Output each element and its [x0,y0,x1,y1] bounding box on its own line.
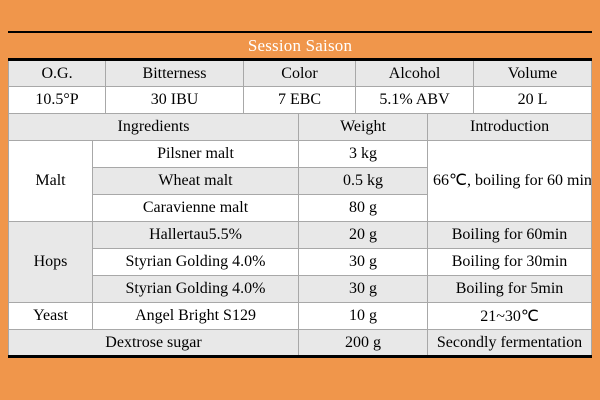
hops-row-3: Styrian Golding 4.0% 30 g Boiling for 5m… [9,275,593,303]
malt-introduction-cell: 66℃, boiling for 60 min [427,140,593,222]
summary-values-row: 10.5°P 30 IBU 7 EBC 5.1% ABV 20 L [7,86,593,114]
color-header-cell: Color [243,59,357,87]
ingredient-weight-cell: 3 kg [298,140,429,168]
volume-header-cell: Volume [473,59,593,87]
ingredient-weight-cell: 10 g [298,302,429,330]
ingredient-weight-cell: 0.5 kg [298,167,429,195]
sugar-row: Dextrose sugar 200 g Secondly fermentati… [7,329,593,357]
ingredient-name-cell: Dextrose sugar [7,329,300,357]
summary-header-row: O.G. Bitterness Color Alcohol Volume [7,59,593,87]
ingredient-name-cell: Hallertau5.5% [91,221,300,249]
ingredient-weight-cell: 30 g [298,275,429,303]
color-value-cell: 7 EBC [243,86,357,114]
introduction-header-cell: Introduction [427,113,593,141]
ingredient-name-cell: Styrian Golding 4.0% [91,275,300,303]
ingredient-name-cell: Pilsner malt [91,140,300,168]
hops-row-1: Hops Hallertau5.5% 20 g Boiling for 60mi… [8,221,593,303]
ingredient-name-cell: Styrian Golding 4.0% [91,248,300,276]
ingredient-introduction-cell: 21~30℃ [427,302,593,330]
ingredient-introduction-cell: Secondly fermentation [427,329,593,357]
malt-section-label: Malt [8,140,93,222]
volume-value-cell: 20 L [473,86,593,114]
ingredient-weight-cell: 80 g [298,194,429,222]
table-title-row: Session Saison [8,31,592,58]
og-header-cell: O.G. [7,59,107,87]
recipe-table: O.G. Bitterness Color Alcohol Volume 10.… [7,58,593,358]
ingredient-introduction-cell: Boiling for 30min [427,248,593,276]
yeast-row: Yeast Angel Bright S129 10 g 21~30℃ [8,302,593,330]
table-title: Session Saison [247,35,353,55]
yeast-section-label: Yeast [8,302,93,330]
ingredient-weight-cell: 20 g [298,221,429,249]
recipe-document: Session Saison O.G. Bitterness Color Alc… [7,31,593,358]
bitterness-header-cell: Bitterness [105,59,245,87]
ingredient-introduction-cell: Boiling for 60min [427,221,593,249]
ingredient-name-cell: Caravienne malt [91,194,300,222]
bitterness-value-cell: 30 IBU [105,86,245,114]
hops-row-2: Styrian Golding 4.0% 30 g Boiling for 30… [9,248,593,276]
malt-row-2: Wheat malt 0.5 kg [9,167,592,195]
ingredient-name-cell: Wheat malt [91,167,300,195]
ingredient-weight-cell: 200 g [298,329,429,357]
og-value-cell: 10.5°P [7,86,107,114]
ingredient-name-cell: Angel Bright S129 [91,302,300,330]
alcohol-header-cell: Alcohol [355,59,475,87]
ingredient-introduction-cell: Boiling for 5min [427,275,593,303]
ingredients-header-cell: Ingredients [7,113,300,141]
weight-header-cell: Weight [298,113,429,141]
hops-section-label: Hops [8,221,93,303]
ingredient-weight-cell: 30 g [298,248,429,276]
alcohol-value-cell: 5.1% ABV [355,86,475,114]
ingredients-header-row: Ingredients Weight Introduction [7,113,593,141]
malt-row-1: Malt Pilsner malt 3 kg 66℃, boiling for … [8,140,593,222]
